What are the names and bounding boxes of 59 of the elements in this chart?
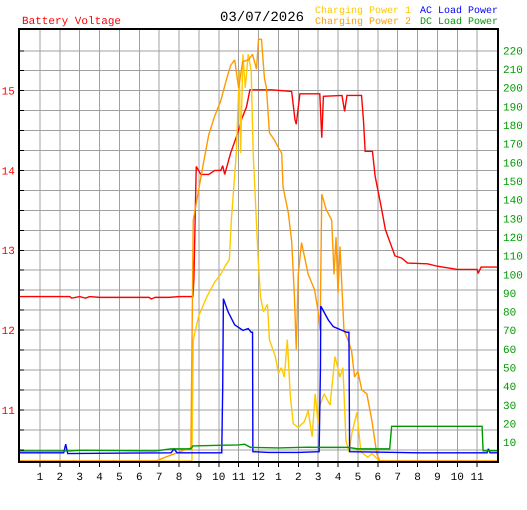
y2-tick-label: 10 [503,438,516,450]
y2-tick-label: 110 [503,252,523,264]
chart-title: 03/07/2026 [220,10,304,26]
y2-tick-label: 90 [503,288,516,301]
x-tick-label: 12 [252,472,266,484]
x-tick-label: 9 [196,472,202,484]
x-tick-label: 11 [470,472,484,484]
x-tick-label: 7 [156,472,162,484]
x-tick-label: 6 [374,472,382,484]
y2-tick-label: 180 [503,121,523,134]
x-tick-label: 1 [36,472,44,484]
x-tick-label: 4 [96,472,104,484]
y2-tick-label: 140 [503,196,523,208]
y-tick-label: 15 [2,86,15,99]
y-axis-title: Battery Voltage [22,16,122,28]
x-tick-label: 2 [56,472,64,484]
x-tick-label: 6 [136,472,143,484]
y2-tick-label: 50 [503,364,516,376]
y2-tick-label: 60 [503,344,516,357]
y2-tick-label: 130 [503,214,523,226]
y2-tick-label: 30 [503,400,516,413]
y2-tick-label: 80 [503,308,516,320]
y2-tick-label: 40 [503,382,516,394]
line-series [20,89,497,300]
x-tick-label: 1 [275,472,282,484]
x-tick-label: 5 [116,472,123,484]
x-tick-label: 8 [414,472,421,484]
y2-tick-label: 170 [503,140,523,152]
line-series [20,298,497,454]
x-tick-label: 5 [354,472,362,484]
line-series [20,426,497,452]
x-tick-label: 11 [232,472,246,484]
x-tick-label: 3 [76,472,83,484]
y2-tick-label: 20 [503,420,516,432]
y-tick-label: 11 [2,406,16,418]
y2-tick-label: 120 [503,232,523,245]
x-tick-label: 10 [212,472,226,484]
x-tick-label: 10 [450,472,464,484]
text: Charging Power 2 [315,16,412,28]
x-tick-label: 3 [314,472,322,484]
y2-tick-label: 200 [503,84,523,96]
y2-tick-label: 160 [503,158,523,170]
x-tick-label: 4 [334,472,342,484]
y2-tick-label: 210 [503,65,523,78]
y2-tick-label: 70 [503,326,516,338]
y2-tick-label: 190 [503,102,523,114]
y2-tick-label: 220 [503,46,523,58]
x-tick-label: 7 [394,472,401,484]
text: AC Load Power [420,5,498,17]
y-tick-label: 12 [2,326,15,338]
x-tick-label: 8 [176,472,182,484]
x-tick-label: 9 [434,472,441,484]
y2-tick-label: 100 [503,270,523,282]
text: Charging Power 1 [315,5,412,17]
y-tick-label: 13 [2,246,15,258]
x-tick-label: 2 [294,472,302,484]
y2-tick-label: 150 [503,176,523,189]
y-tick-label: 14 [2,166,16,178]
text: DC Load Power [420,16,498,28]
